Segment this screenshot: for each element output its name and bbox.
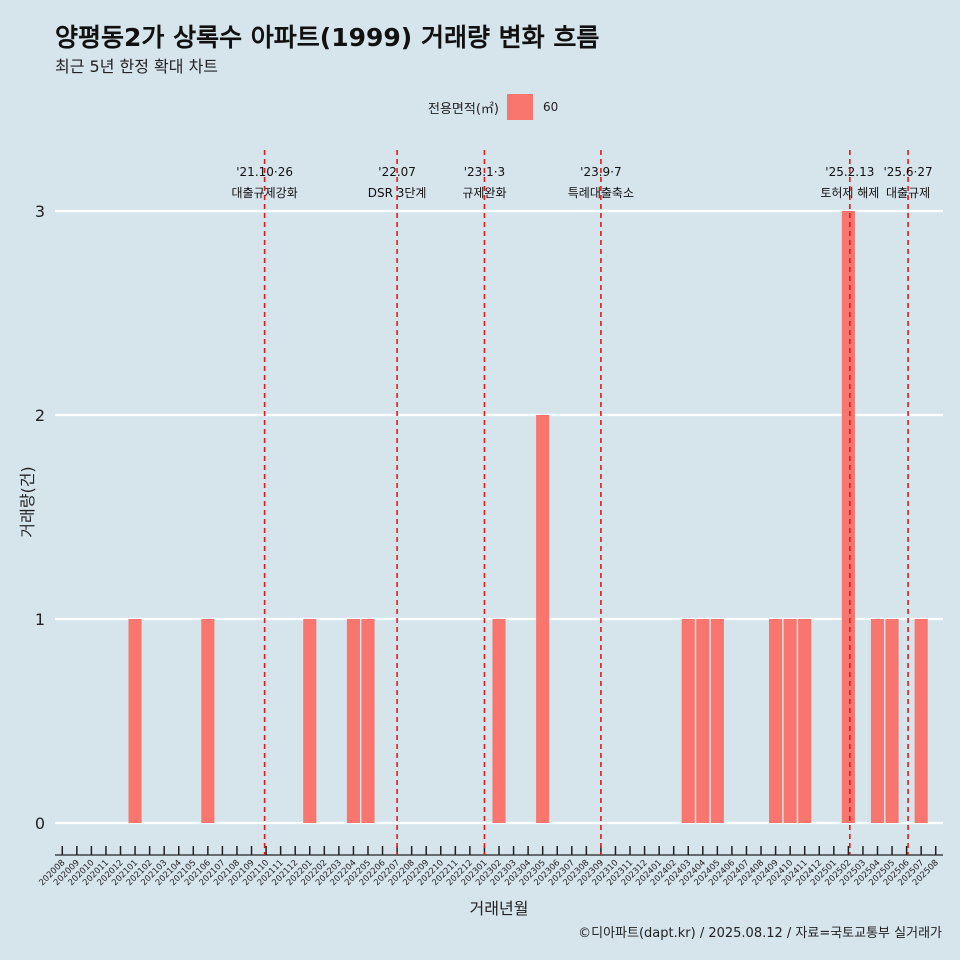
bar xyxy=(492,619,506,823)
y-tick-label: 3 xyxy=(35,202,45,221)
event-label: DSR 3단계 xyxy=(368,186,427,200)
bar xyxy=(798,619,812,823)
event-date-label: '21.10·26 xyxy=(236,165,293,179)
bar xyxy=(841,211,855,823)
bar xyxy=(710,619,724,823)
y-tick-label: 2 xyxy=(35,406,45,425)
bar xyxy=(885,619,899,823)
bar xyxy=(783,619,797,823)
event-label: 특례대출축소 xyxy=(568,186,634,200)
event-label: 규제완화 xyxy=(462,186,506,200)
bar xyxy=(536,415,550,823)
event-date-label: '22.07 xyxy=(378,165,416,179)
event-date-label: '25.2.13 xyxy=(825,165,874,179)
chart-title: 양평동2가 상록수 아파트(1999) 거래량 변화 흐름 xyxy=(55,23,600,52)
bar xyxy=(769,619,783,823)
bar xyxy=(914,619,928,823)
bar xyxy=(346,619,360,823)
legend: 전용면적(㎡) 60 xyxy=(428,94,558,120)
y-tick-label: 0 xyxy=(35,814,45,833)
bar xyxy=(681,619,695,823)
chart-subtitle: 최근 5년 한정 확대 차트 xyxy=(55,57,219,76)
legend-swatch xyxy=(506,94,533,120)
event-date-label: '25.6·27 xyxy=(884,165,933,179)
event-label: 대출규제 xyxy=(886,186,930,200)
bar xyxy=(696,619,710,823)
event-date-label: '23.9·7 xyxy=(580,165,621,179)
legend-title: 전용면적(㎡) xyxy=(428,101,499,117)
event-label: 토허제 해제 xyxy=(820,186,879,200)
bar xyxy=(361,619,375,823)
source-caption: ©디아파트(dapt.kr) / 2025.08.12 / 자료=국토교통부 실… xyxy=(578,926,942,941)
bar xyxy=(201,619,215,823)
event-label: 대출규제강화 xyxy=(232,186,298,200)
y-axis-title: 거래량(건) xyxy=(18,466,37,537)
bar xyxy=(303,619,317,823)
event-date-label: '23.1·3 xyxy=(464,165,505,179)
bar xyxy=(128,619,142,823)
bar xyxy=(870,619,885,823)
x-axis-title: 거래년월 xyxy=(470,899,529,918)
y-tick-label: 1 xyxy=(35,610,45,629)
legend-item-label: 60 xyxy=(542,100,559,114)
